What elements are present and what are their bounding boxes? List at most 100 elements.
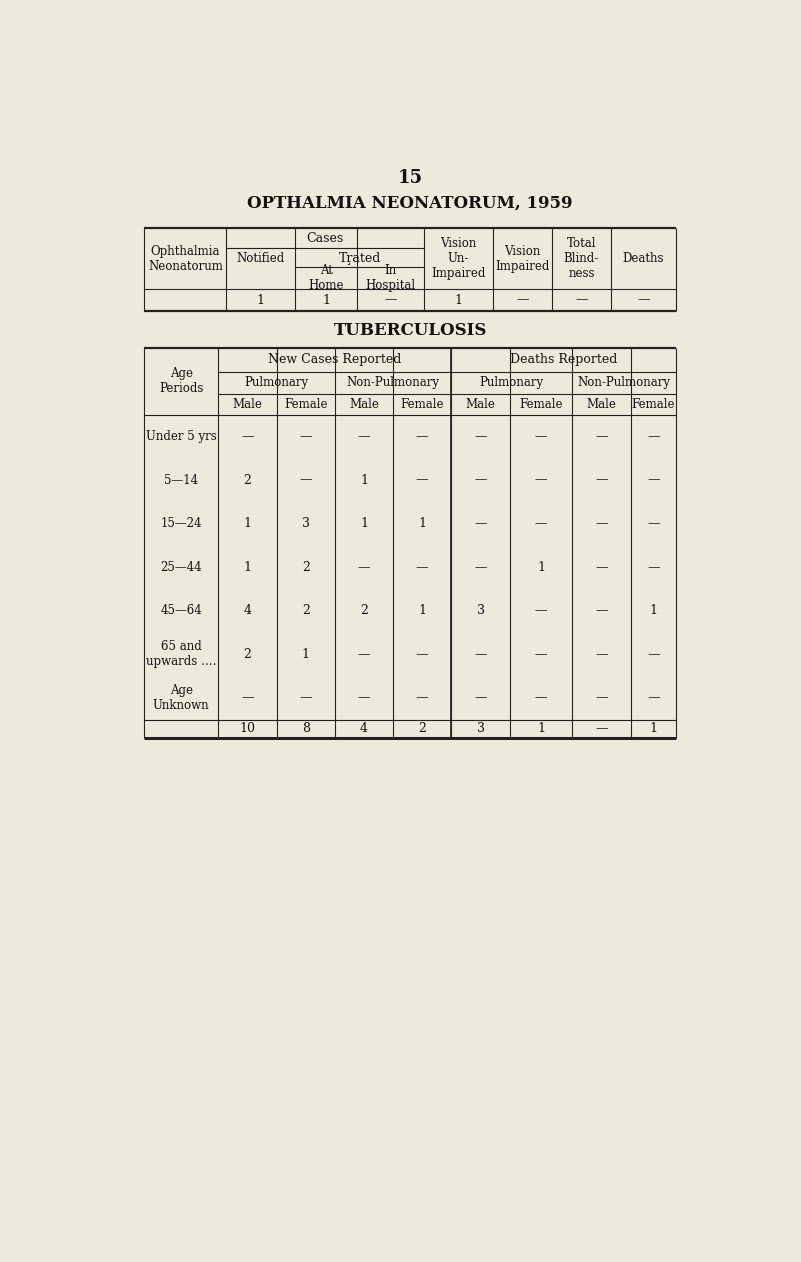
Text: —: — [416, 560, 429, 574]
Text: —: — [535, 473, 547, 487]
Text: —: — [575, 294, 588, 307]
Text: 1: 1 [418, 604, 426, 617]
Text: Under 5 yrs: Under 5 yrs [146, 430, 216, 443]
Text: —: — [358, 692, 370, 704]
Text: 65 and
upwards ….: 65 and upwards …. [146, 640, 216, 669]
Text: Non-Pulmonary: Non-Pulmonary [578, 376, 670, 389]
Text: 2: 2 [302, 560, 310, 574]
Text: 1: 1 [454, 294, 462, 307]
Text: —: — [416, 473, 429, 487]
Text: —: — [358, 430, 370, 443]
Text: 8: 8 [302, 722, 310, 736]
Text: —: — [535, 647, 547, 661]
Text: —: — [647, 560, 660, 574]
Text: 1: 1 [244, 560, 252, 574]
Text: —: — [647, 517, 660, 530]
Text: Total
Blind-
ness: Total Blind- ness [564, 237, 599, 280]
Text: 1: 1 [302, 647, 310, 661]
Text: —: — [637, 294, 650, 307]
Text: —: — [535, 604, 547, 617]
Text: Female: Female [400, 398, 444, 411]
Text: —: — [358, 647, 370, 661]
Text: 5—14: 5—14 [164, 473, 198, 487]
Text: —: — [416, 647, 429, 661]
Text: 1: 1 [418, 517, 426, 530]
Text: 25—44: 25—44 [160, 560, 202, 574]
Text: —: — [535, 692, 547, 704]
Text: 1: 1 [537, 722, 545, 736]
Text: —: — [474, 560, 487, 574]
Text: —: — [595, 604, 608, 617]
Text: 2: 2 [360, 604, 368, 617]
Text: —: — [647, 473, 660, 487]
Text: Non-Pulmonary: Non-Pulmonary [347, 376, 440, 389]
Text: —: — [595, 560, 608, 574]
Text: —: — [474, 473, 487, 487]
Text: Notified: Notified [237, 252, 285, 265]
Text: Tŗated: Tŗated [339, 251, 381, 264]
Text: —: — [535, 430, 547, 443]
Text: 1: 1 [244, 517, 252, 530]
Text: 15—24: 15—24 [160, 517, 202, 530]
Text: Male: Male [465, 398, 496, 411]
Text: 15: 15 [397, 169, 423, 187]
Text: —: — [595, 473, 608, 487]
Text: —: — [595, 692, 608, 704]
Text: Age
Periods: Age Periods [159, 367, 203, 395]
Text: —: — [535, 517, 547, 530]
Text: —: — [595, 517, 608, 530]
Text: 1: 1 [322, 294, 330, 307]
Text: 1: 1 [360, 517, 368, 530]
Text: New Cases Reported: New Cases Reported [268, 353, 401, 366]
Text: —: — [595, 430, 608, 443]
Text: 1: 1 [360, 473, 368, 487]
Text: 2: 2 [418, 722, 426, 736]
Text: —: — [517, 294, 529, 307]
Text: Male: Male [586, 398, 617, 411]
Text: 1: 1 [537, 560, 545, 574]
Text: —: — [474, 647, 487, 661]
Text: OPTHALMIA NEONATORUM, 1959: OPTHALMIA NEONATORUM, 1959 [248, 194, 573, 212]
Text: —: — [474, 692, 487, 704]
Text: Male: Male [232, 398, 262, 411]
Text: —: — [647, 647, 660, 661]
Text: —: — [241, 430, 254, 443]
Text: Male: Male [349, 398, 379, 411]
Text: —: — [416, 692, 429, 704]
Text: —: — [300, 692, 312, 704]
Text: At
Home: At Home [308, 264, 344, 292]
Text: Pulmonary: Pulmonary [480, 376, 544, 389]
Text: 45—64: 45—64 [160, 604, 202, 617]
Text: 3: 3 [477, 604, 485, 617]
Text: Female: Female [632, 398, 675, 411]
Text: TUBERCULOSIS: TUBERCULOSIS [333, 322, 487, 338]
Text: —: — [595, 722, 608, 736]
Text: 10: 10 [239, 722, 256, 736]
Text: —: — [647, 430, 660, 443]
Text: —: — [300, 430, 312, 443]
Text: Vision
Impaired: Vision Impaired [495, 245, 549, 273]
Text: —: — [474, 430, 487, 443]
Text: —: — [384, 294, 396, 307]
Text: 2: 2 [244, 473, 252, 487]
Text: —: — [647, 692, 660, 704]
Text: In
Hospital: In Hospital [365, 264, 416, 292]
Text: —: — [358, 560, 370, 574]
Text: —: — [416, 430, 429, 443]
Text: —: — [241, 692, 254, 704]
Text: 1: 1 [650, 604, 658, 617]
Text: —: — [474, 517, 487, 530]
Text: Female: Female [519, 398, 563, 411]
Text: Pulmonary: Pulmonary [244, 376, 308, 389]
Text: —: — [300, 473, 312, 487]
Text: 3: 3 [477, 722, 485, 736]
Text: 3: 3 [302, 517, 310, 530]
Text: 4: 4 [244, 604, 252, 617]
Text: Age
Unknown: Age Unknown [153, 684, 209, 712]
Text: Cases: Cases [307, 232, 344, 245]
Text: 4: 4 [360, 722, 368, 736]
Text: 1: 1 [257, 294, 265, 307]
Text: 2: 2 [244, 647, 252, 661]
Text: Ophthalmia
Neonatorum: Ophthalmia Neonatorum [148, 245, 223, 273]
Text: 1: 1 [650, 722, 658, 736]
